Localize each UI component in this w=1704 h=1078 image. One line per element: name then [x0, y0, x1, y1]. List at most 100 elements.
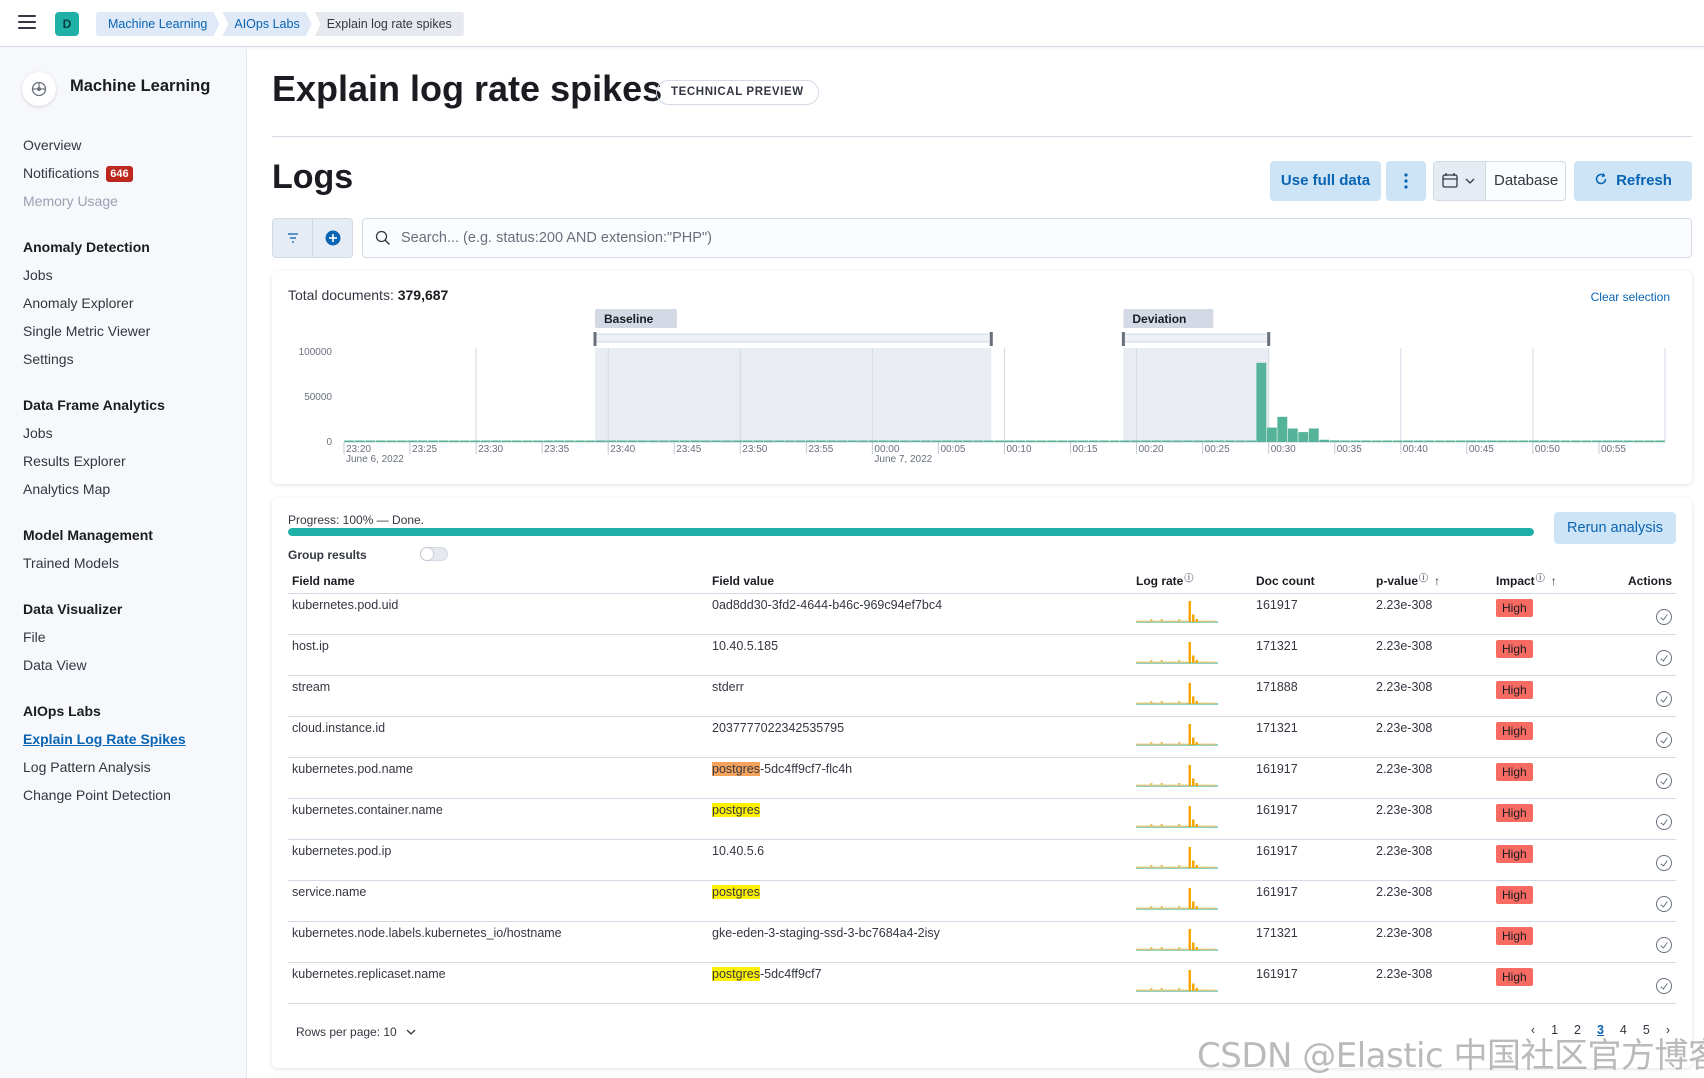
more-options-button[interactable]	[1386, 161, 1426, 201]
p-value-cell: 2.23e-308	[1372, 962, 1492, 1004]
view-in-discover-icon[interactable]	[1656, 608, 1672, 625]
rows-per-page-selector[interactable]: Rows per page: 10	[296, 1025, 416, 1039]
view-in-discover-icon[interactable]	[1656, 690, 1672, 707]
sparkline-bar	[1153, 743, 1156, 745]
info-icon[interactable]: ⓘ	[1535, 572, 1545, 583]
sidebar-item-analytics-map[interactable]: Analytics Map	[23, 481, 110, 497]
sidebar-item-results-explorer[interactable]: Results Explorer	[23, 453, 126, 469]
sparkline-bar	[1136, 948, 1139, 950]
sparkline-bar	[1192, 778, 1195, 786]
breadcrumb: Machine Learning AIOps Labs Explain log …	[96, 12, 467, 36]
table-row[interactable]: kubernetes.pod.ip 10.40.5.6 161917 2.23e-30…	[288, 839, 1676, 881]
page-2-button[interactable]: 2	[1574, 1023, 1581, 1037]
view-in-discover-icon[interactable]	[1656, 854, 1672, 871]
sidebar-item-overview[interactable]: Overview	[23, 137, 81, 153]
sidebar-item-jobs[interactable]: Jobs	[23, 425, 53, 441]
sidebar-item-anomaly-explorer[interactable]: Anomaly Explorer	[23, 295, 134, 311]
impact-cell: High	[1492, 839, 1602, 881]
view-in-discover-icon[interactable]	[1656, 731, 1672, 748]
sparkline-bar	[1192, 819, 1195, 827]
breadcrumb-machine-learning[interactable]: Machine Learning	[96, 12, 219, 36]
info-icon[interactable]: ⓘ	[1419, 572, 1429, 583]
column-header-p-value[interactable]: p-valueⓘ ↑	[1372, 568, 1492, 594]
sidebar-item-notifications[interactable]: Notifications 646	[23, 165, 133, 182]
previous-page-icon[interactable]: ‹	[1530, 1023, 1536, 1037]
histogram-bar	[417, 440, 428, 442]
sort-ascending-icon[interactable]: ↑	[1434, 573, 1441, 588]
sparkline-bar	[1150, 659, 1153, 663]
view-in-discover-icon[interactable]	[1656, 895, 1672, 912]
view-in-discover-icon[interactable]	[1656, 772, 1672, 789]
menu-toggle-icon[interactable]	[18, 15, 36, 29]
document-count-histogram[interactable]: Baseline Deviation 100000 50000 0 23:20 23:25 2…	[272, 271, 1692, 484]
date-range-label[interactable]: Database	[1494, 172, 1559, 189]
sparkline-bar	[1150, 987, 1153, 991]
breadcrumb-aiops-labs[interactable]: AIOps Labs	[222, 12, 311, 36]
add-filter-button[interactable]	[313, 219, 353, 257]
sidebar-item-change-point-detection[interactable]: Change Point Detection	[23, 787, 171, 803]
sparkline-bar	[1181, 661, 1184, 663]
page-1-button[interactable]: 1	[1551, 1023, 1559, 1037]
column-header-doc-count[interactable]: Doc count	[1252, 568, 1372, 594]
date-picker[interactable]: Database	[1433, 161, 1566, 201]
table-row[interactable]: cloud.instance.id 2037777022342535795 1713…	[288, 716, 1676, 758]
histogram-bar	[1099, 440, 1110, 442]
sparkline-bar	[1167, 989, 1170, 991]
sidebar-item-data-view[interactable]: Data View	[23, 657, 87, 673]
sidebar-item-settings[interactable]: Settings	[23, 351, 74, 367]
sidebar-item-trained-models[interactable]: Trained Models	[23, 555, 119, 571]
rerun-analysis-button[interactable]: Rerun analysis	[1554, 512, 1676, 544]
filter-menu-button[interactable]	[273, 219, 313, 257]
space-avatar[interactable]: D	[55, 12, 79, 36]
histogram-bar	[753, 440, 764, 442]
table-row[interactable]: kubernetes.container.name postgres 161917 2…	[288, 798, 1676, 840]
view-in-discover-icon[interactable]	[1656, 649, 1672, 666]
table-row[interactable]: kubernetes.pod.name postgres-5dc4ff9cf7-f…	[288, 757, 1676, 799]
calendar-icon	[1442, 173, 1475, 188]
sparkline-bar	[1206, 907, 1209, 909]
page-5-button[interactable]: 5	[1642, 1023, 1650, 1037]
group-results-toggle[interactable]	[420, 547, 448, 561]
refresh-icon	[1595, 173, 1607, 185]
page-3-button[interactable]: 3	[1596, 1023, 1604, 1037]
view-in-discover-icon[interactable]	[1656, 936, 1672, 953]
sidebar-item-log-pattern-analysis[interactable]: Log Pattern Analysis	[23, 759, 151, 775]
log-rate-sparkline	[1132, 716, 1252, 758]
clear-selection-link[interactable]: Clear selection	[1590, 290, 1670, 304]
histogram-bar	[1088, 440, 1099, 442]
machine-learning-logo-icon	[22, 72, 56, 106]
histogram-bar	[1350, 440, 1361, 442]
doc-count-cell: 161917	[1252, 593, 1372, 635]
column-header-field-name[interactable]: Field name	[288, 568, 708, 594]
sidebar-item-single-metric-viewer[interactable]: Single Metric Viewer	[23, 323, 150, 339]
actions-cell	[1602, 675, 1676, 717]
next-page-icon[interactable]: ›	[1665, 1023, 1670, 1037]
use-full-data-button[interactable]: Use full data	[1270, 161, 1381, 201]
info-icon[interactable]: ⓘ	[1184, 572, 1194, 583]
table-row[interactable]: kubernetes.node.labels.kubernetes_io/hos…	[288, 921, 1676, 963]
impact-header-label: Impact	[1496, 573, 1535, 588]
view-in-discover-icon[interactable]	[1656, 977, 1672, 994]
table-row[interactable]: kubernetes.replicaset.name postgres-5dc4f…	[288, 962, 1676, 1004]
sparkline-bar	[1202, 702, 1205, 704]
view-in-discover-icon[interactable]	[1656, 813, 1672, 830]
table-row[interactable]: kubernetes.pod.uid 0ad8dd30-3fd2-4644-b46…	[288, 593, 1676, 635]
sidebar-item-jobs[interactable]: Jobs	[23, 267, 53, 283]
table-row[interactable]: stream stderr 171888 2.23e-308 High	[288, 675, 1676, 717]
column-header-impact[interactable]: Impactⓘ ↑	[1492, 568, 1602, 594]
search-input[interactable]	[401, 219, 1671, 257]
refresh-button[interactable]: Refresh	[1574, 161, 1692, 201]
sparkline-bar	[1199, 907, 1202, 909]
column-header-field-value[interactable]: Field value	[708, 568, 1132, 594]
page-4-button[interactable]: 4	[1619, 1023, 1627, 1037]
sidebar-item-file[interactable]: File	[23, 629, 46, 645]
table-row[interactable]: host.ip 10.40.5.185 171321 2.23e-308 High	[288, 634, 1676, 676]
sidebar-item-explain-log-rate-spikes[interactable]: Explain Log Rate Spikes	[23, 731, 186, 747]
sparkline-bar	[1178, 823, 1181, 827]
date-quick-menu-button[interactable]	[1434, 162, 1486, 200]
sparkline-bar	[1164, 702, 1167, 704]
impact-badge: High	[1496, 680, 1533, 699]
sort-ascending-icon[interactable]: ↑	[1550, 573, 1557, 588]
log-rate-sparkline-chart	[1136, 928, 1218, 951]
table-row[interactable]: service.name postgres 161917 2.23e-308 High	[288, 880, 1676, 922]
